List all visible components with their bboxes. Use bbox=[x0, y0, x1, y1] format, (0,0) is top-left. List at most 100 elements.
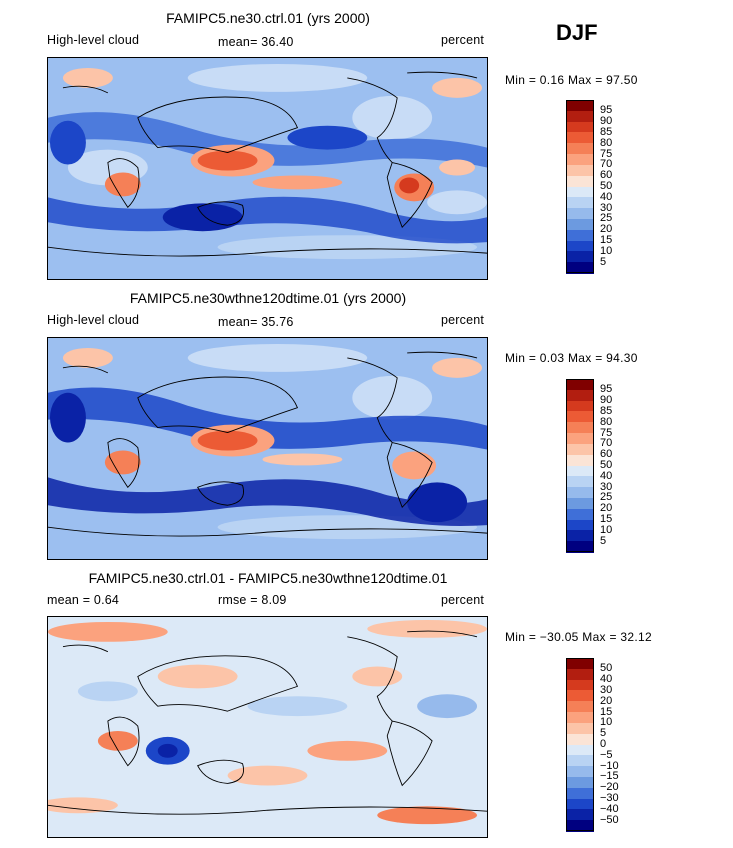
colorbar-swatch bbox=[566, 132, 594, 144]
colorbar-swatch bbox=[566, 530, 594, 542]
colorbar-label: 90 bbox=[600, 115, 613, 128]
season-label: DJF bbox=[556, 20, 598, 45]
colorbar-swatch bbox=[566, 798, 594, 810]
colorbar-swatch bbox=[566, 164, 594, 177]
colorbar-label: −40 bbox=[600, 802, 619, 815]
panel-1-minmax: Min = 0.16 Max = 97.50 bbox=[505, 73, 638, 87]
colorbar-label: 80 bbox=[600, 415, 613, 428]
panel-1-units-label: percent bbox=[441, 33, 485, 47]
colorbar-swatch bbox=[566, 240, 594, 252]
colorbar-swatch bbox=[566, 668, 594, 681]
colorbar-swatch bbox=[566, 755, 594, 767]
colorbar-swatch bbox=[566, 433, 594, 445]
colorbar-label: −15 bbox=[600, 770, 619, 783]
colorbar-label: 80 bbox=[600, 136, 613, 149]
colorbar-label: 30 bbox=[600, 201, 613, 214]
colorbar-label: 10 bbox=[600, 523, 613, 536]
colorbar-label: 30 bbox=[600, 480, 613, 493]
colorbar-label: 60 bbox=[600, 448, 613, 461]
colorbar-label: 50 bbox=[600, 180, 613, 192]
colorbar-label: 75 bbox=[600, 147, 613, 160]
colorbar-label: 40 bbox=[600, 190, 613, 203]
colorbar-swatch bbox=[566, 766, 594, 778]
colorbar-swatch bbox=[566, 443, 594, 456]
panel-3-mean-label: mean = 0.64 bbox=[47, 593, 120, 607]
colorbar-swatch bbox=[566, 820, 594, 832]
colorbar-label: 30 bbox=[600, 683, 613, 696]
colorbar-swatch bbox=[566, 722, 594, 735]
colorbar-swatch bbox=[566, 110, 594, 123]
colorbar-swatch bbox=[566, 658, 594, 670]
colorbar-swatch bbox=[566, 465, 594, 477]
colorbar-label: −5 bbox=[600, 748, 613, 761]
colorbar-label: 15 bbox=[600, 513, 613, 526]
colorbar-swatch bbox=[566, 701, 594, 713]
panel-3-units-label: percent bbox=[441, 593, 485, 607]
panel-1-mean-label: mean= 36.40 bbox=[218, 35, 294, 49]
colorbar-label: 50 bbox=[600, 662, 613, 675]
colorbar-border bbox=[566, 658, 594, 831]
colorbar-label: 10 bbox=[600, 244, 613, 257]
colorbar-swatch bbox=[566, 476, 594, 488]
panel-2-mean-label: mean= 35.76 bbox=[218, 315, 294, 329]
panel-3-title: FAMIPC5.ne30.ctrl.01 - FAMIPC5.ne30wthne… bbox=[88, 570, 448, 586]
colorbar-label: 95 bbox=[600, 104, 613, 117]
colorbar-swatch bbox=[566, 787, 594, 800]
colorbar-label: 5 bbox=[600, 727, 607, 740]
colorbar-swatch bbox=[566, 519, 594, 531]
colorbar-label: −20 bbox=[600, 781, 619, 794]
colorbar-swatch bbox=[566, 422, 594, 434]
colorbar-label: 40 bbox=[600, 673, 613, 686]
colorbar-swatch bbox=[566, 154, 594, 166]
colorbar-swatch bbox=[566, 776, 594, 789]
colorbar-label: 5 bbox=[600, 255, 607, 268]
colorbar-swatch bbox=[566, 143, 594, 155]
colorbar-swatch bbox=[566, 508, 594, 521]
colorbar-swatch bbox=[566, 229, 594, 242]
colorbar-label: 70 bbox=[600, 437, 613, 450]
colorbar-swatch bbox=[566, 541, 594, 553]
colorbar-label: 50 bbox=[600, 459, 613, 471]
colorbar-label: 90 bbox=[600, 394, 613, 407]
colorbar-swatch bbox=[566, 100, 594, 112]
colorbar-swatch bbox=[566, 389, 594, 402]
colorbar-swatch bbox=[566, 175, 594, 187]
colorbar-swatch bbox=[566, 497, 594, 510]
colorbar-label: 85 bbox=[600, 404, 613, 417]
colorbar-label: −30 bbox=[600, 792, 619, 805]
colorbar-label: 60 bbox=[600, 169, 613, 182]
colorbar-label: 40 bbox=[600, 469, 613, 482]
panel-1-title: FAMIPC5.ne30.ctrl.01 (yrs 2000) bbox=[166, 10, 370, 26]
colorbar-label: 20 bbox=[600, 694, 613, 707]
colorbar-border bbox=[566, 379, 594, 552]
colorbar-border bbox=[566, 100, 594, 273]
panel-2-title: FAMIPC5.ne30wthne120dtime.01 (yrs 2000) bbox=[129, 290, 407, 306]
panel-1-variable-label: High-level cloud bbox=[47, 33, 140, 47]
colorbar-label: 15 bbox=[600, 234, 613, 247]
colorbar-label: 95 bbox=[600, 383, 613, 396]
colorbar-swatch bbox=[566, 400, 594, 412]
colorbar-swatch bbox=[566, 251, 594, 263]
colorbar-swatch bbox=[566, 690, 594, 702]
colorbar-swatch bbox=[566, 809, 594, 821]
colorbar-label: 70 bbox=[600, 158, 613, 171]
colorbar-swatch bbox=[566, 208, 594, 220]
colorbar-label: 25 bbox=[600, 491, 613, 504]
colorbar-label: 20 bbox=[600, 502, 613, 515]
colorbar-swatch bbox=[566, 712, 594, 724]
colorbar-label: −10 bbox=[600, 759, 619, 772]
panel-2-map bbox=[47, 337, 488, 560]
colorbar-swatch bbox=[566, 487, 594, 499]
colorbar-swatch bbox=[566, 454, 594, 466]
colorbar-swatch bbox=[566, 186, 594, 198]
panel-3-map bbox=[47, 616, 488, 838]
colorbar-label: 85 bbox=[600, 125, 613, 138]
panel-3-rmse-label: rmse = 8.09 bbox=[218, 593, 287, 607]
panel-2-variable-label: High-level cloud bbox=[47, 313, 140, 327]
colorbar-label: 25 bbox=[600, 212, 613, 225]
colorbar-swatch bbox=[566, 733, 594, 745]
colorbar-label: 75 bbox=[600, 426, 613, 439]
colorbar-swatch bbox=[566, 679, 594, 691]
colorbar-label: 5 bbox=[600, 534, 607, 547]
colorbar-swatch bbox=[566, 218, 594, 231]
